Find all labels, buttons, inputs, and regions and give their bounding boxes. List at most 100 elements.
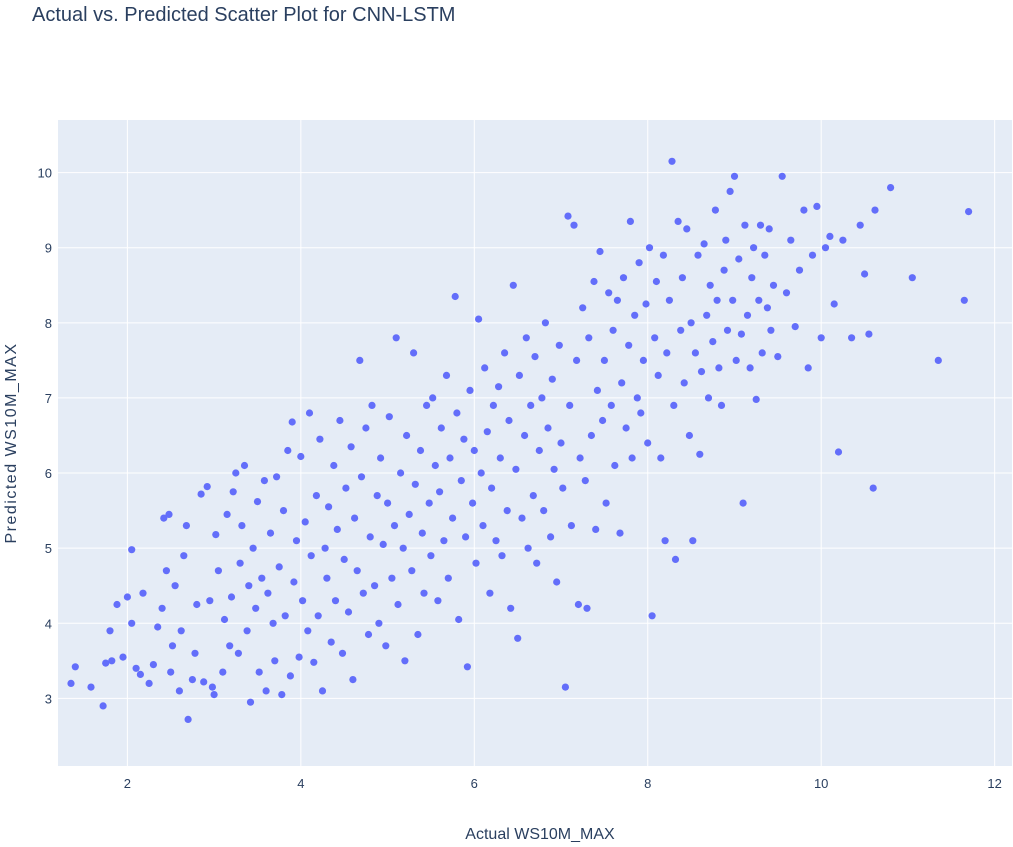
data-point [357, 473, 366, 481]
data-point [252, 604, 260, 612]
data-point [566, 401, 574, 409]
data-point [203, 483, 211, 491]
data-point [193, 600, 201, 609]
data-point [331, 597, 340, 605]
data-point [160, 514, 168, 522]
data-point [960, 296, 968, 304]
data-point [644, 439, 652, 447]
data-point [353, 567, 361, 575]
data-point [607, 401, 615, 409]
data-point [639, 356, 648, 364]
data-point [489, 401, 497, 409]
data-point [455, 615, 463, 624]
data-point [223, 510, 231, 518]
chart-title: Actual vs. Predicted Scatter Plot for CN… [32, 4, 456, 26]
data-point [602, 499, 610, 507]
data-point [323, 574, 331, 582]
data-point [559, 484, 567, 492]
data-point [678, 274, 687, 282]
data-point [765, 225, 773, 233]
data-point [573, 356, 581, 364]
data-point [557, 439, 565, 447]
data-point [671, 555, 680, 564]
data-point [651, 334, 659, 342]
data-point [226, 642, 234, 650]
data-point [375, 619, 383, 627]
data-point [271, 657, 279, 665]
data-point [288, 418, 296, 426]
data-point [531, 353, 539, 361]
data-point [330, 461, 338, 470]
data-point [509, 281, 517, 289]
data-point [295, 653, 303, 661]
data-point [709, 338, 717, 346]
data-point [680, 379, 688, 387]
data-point [687, 319, 695, 327]
data-point [71, 663, 79, 671]
data-point [659, 251, 668, 259]
data-point [167, 668, 175, 676]
data-point [670, 401, 678, 409]
y-tick-label: 3 [45, 691, 52, 706]
y-tick-label: 7 [45, 391, 52, 406]
data-point [449, 514, 457, 522]
data-point [642, 300, 650, 308]
data-point [626, 217, 635, 225]
data-point [711, 206, 720, 214]
data-point [596, 247, 604, 256]
data-point [529, 492, 537, 500]
data-point [87, 683, 95, 691]
data-point [470, 446, 478, 455]
data-point [611, 461, 619, 470]
data-point [420, 589, 428, 597]
data-point [834, 448, 843, 456]
data-point [541, 319, 550, 327]
data-point [800, 206, 808, 214]
data-point [856, 221, 864, 229]
data-point [307, 552, 315, 560]
data-point [423, 401, 431, 409]
data-point [488, 484, 496, 492]
data-point [336, 416, 344, 425]
data-point [416, 446, 425, 455]
data-point [750, 244, 758, 252]
data-point [338, 649, 347, 657]
data-point [631, 311, 639, 319]
plot-area [58, 120, 1012, 766]
data-point [240, 461, 249, 470]
data-point [262, 687, 270, 695]
data-point [229, 488, 237, 496]
data-point [618, 379, 626, 387]
y-tick-label: 5 [45, 541, 52, 556]
data-point [483, 428, 491, 436]
data-point [703, 311, 711, 319]
data-point [145, 679, 153, 688]
data-point [778, 172, 786, 180]
data-point [434, 597, 442, 605]
data-point [397, 469, 405, 477]
data-point [368, 401, 376, 409]
data-point [735, 255, 743, 263]
data-point [253, 498, 262, 506]
data-point [635, 259, 643, 267]
data-point [165, 510, 173, 518]
y-tick-label: 8 [45, 316, 52, 331]
data-point [722, 236, 730, 244]
data-point [273, 473, 281, 481]
data-point [188, 676, 196, 684]
data-point [304, 627, 312, 635]
data-point [505, 416, 513, 425]
data-point [113, 600, 121, 609]
data-point [444, 574, 452, 582]
data-point [787, 236, 795, 244]
data-point [437, 424, 445, 432]
data-point [934, 356, 942, 364]
data-point [392, 334, 400, 342]
data-point [782, 289, 791, 297]
data-point [284, 446, 292, 455]
data-point [518, 514, 526, 522]
x-axis-title: Actual WS10M_MAX [465, 826, 615, 843]
data-point [382, 642, 390, 650]
data-point [583, 604, 591, 612]
data-point [446, 454, 454, 462]
